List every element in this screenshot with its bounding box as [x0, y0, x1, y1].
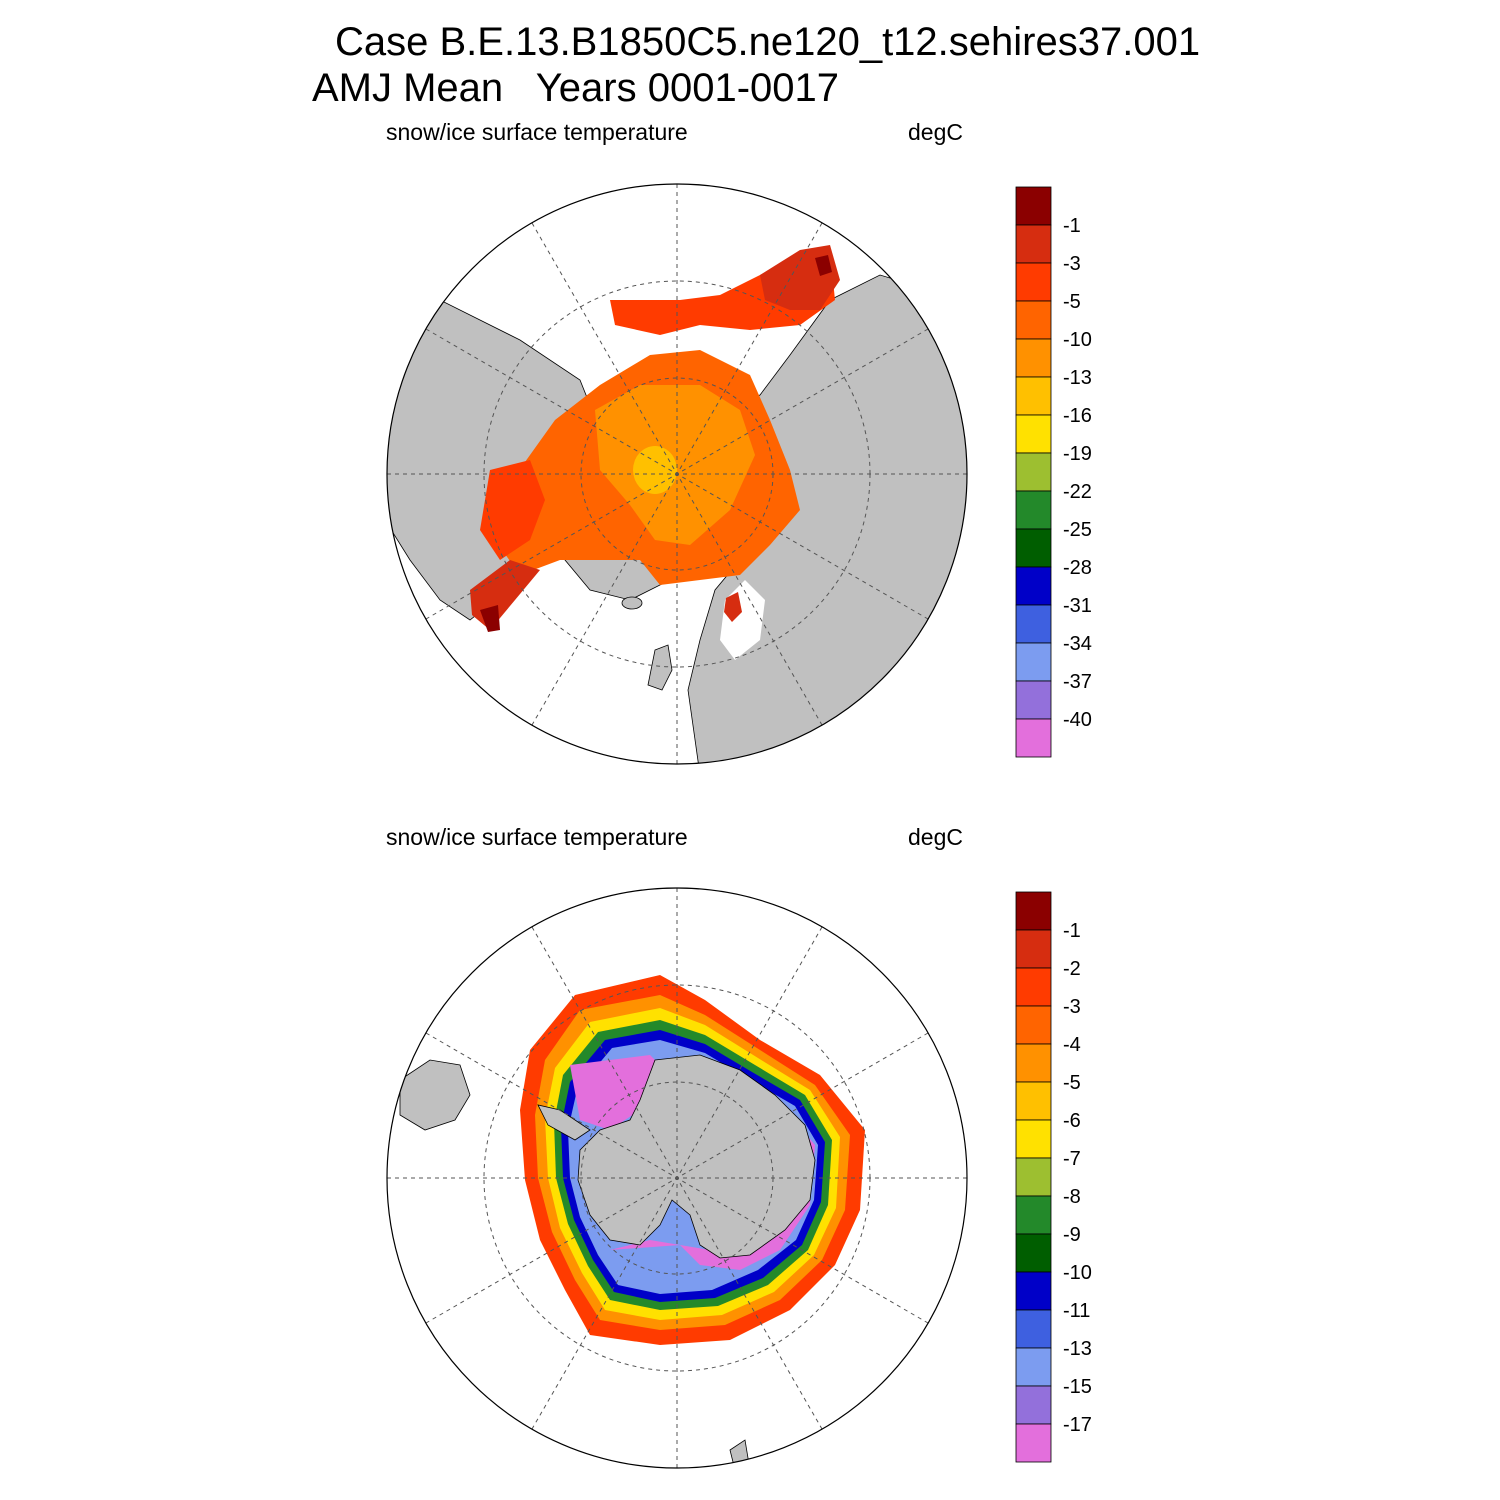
- nh-colorbar-box-3: [1015, 300, 1052, 340]
- sh-colorbar-tick-label-5: -6: [1063, 1110, 1081, 1132]
- nh-colorbar-box-10: [1015, 566, 1052, 606]
- sh-land-antarctic-peninsula: [537, 1104, 591, 1141]
- sh-colorbar-tick-label-10: -11: [1063, 1300, 1090, 1322]
- sh-colorbar-box-5: [1015, 1081, 1052, 1121]
- sh-colorbar-box-4: [1015, 1043, 1052, 1083]
- nh-colorbar-box-0: [1015, 186, 1052, 226]
- sh-colorbar-tick-label-0: -1: [1063, 920, 1081, 942]
- nh-colorbar-tick-label-7: -22: [1063, 481, 1092, 503]
- nh-map-border: [386, 183, 968, 765]
- nh-ice-warm-okhotsk: [815, 255, 832, 276]
- nh-land-iceland: [621, 596, 643, 610]
- nh-colorbar-tick-label-3: -10: [1063, 329, 1092, 351]
- nh-colorbar-box-9: [1015, 528, 1052, 568]
- nh-meridians: [387, 184, 967, 764]
- nh-colorbar-tick-label-5: -16: [1063, 405, 1092, 427]
- sh-colorbar-tick-label-9: -10: [1063, 1262, 1092, 1284]
- sh-land-south-america: [399, 1059, 471, 1131]
- sh-land-antarctica: [577, 1054, 816, 1259]
- nh-colorbar-box-14: [1015, 718, 1052, 758]
- sh-colorbar-box-10: [1015, 1271, 1052, 1311]
- sh-colorbar-tick-label-8: -9: [1063, 1224, 1081, 1246]
- nh-units-label: degC: [908, 119, 963, 145]
- nh-colorbar-box-2: [1015, 262, 1052, 302]
- sh-meridians: [387, 888, 967, 1468]
- sh-variable-label: snow/ice surface temperature: [386, 824, 688, 850]
- sh-colorbar-box-3: [1015, 1005, 1052, 1045]
- nh-ice-hudson: [480, 460, 545, 560]
- sh-colorbar-tick-label-3: -4: [1063, 1034, 1081, 1056]
- nh-land-british-isles: [647, 644, 673, 691]
- plot-title-line-2: AMJ Mean Years 0001-0017: [312, 66, 840, 110]
- sh-units-label: degC: [908, 824, 963, 850]
- nh-colorbar-box-8: [1015, 490, 1052, 530]
- sh-map-border: [386, 887, 968, 1469]
- sh-colorbar-tick-label-13: -17: [1063, 1414, 1092, 1436]
- sh-colorbar-tick-label-4: -5: [1063, 1072, 1081, 1094]
- nh-colorbar-box-1: [1015, 224, 1052, 264]
- nh-colorbar: -1 -3 -5 -10 -13 -16 -19 -22 -25 -28 -31 -34 -37 -40: [1015, 186, 1092, 758]
- sh-colorbar-tick-label-12: -15: [1063, 1376, 1092, 1398]
- nh-colorbar-tick-label-9: -28: [1063, 557, 1092, 579]
- nh-ice-baltic: [724, 592, 742, 622]
- sh-colorbar-box-9: [1015, 1233, 1052, 1273]
- sh-colorbar-tick-label-7: -8: [1063, 1186, 1081, 1208]
- nh-colorbar-tick-label-1: -3: [1063, 253, 1081, 275]
- nh-colorbar-box-12: [1015, 642, 1052, 682]
- nh-ice-coldest: [633, 446, 677, 494]
- nh-colorbar-tick-label-13: -40: [1063, 709, 1092, 731]
- plot-title-line-1: Case B.E.13.B1850C5.ne120_t12.sehires37.…: [335, 20, 1201, 64]
- nh-colorbar-tick-label-12: -37: [1063, 671, 1092, 693]
- sh-colorbar-box-8: [1015, 1195, 1052, 1235]
- nh-colorbar-tick-label-11: -34: [1063, 633, 1092, 655]
- sh-colorbar-box-0: [1015, 891, 1052, 931]
- sh-colorbar-box-2: [1015, 967, 1052, 1007]
- sh-colorbar-tick-label-1: -2: [1063, 958, 1081, 980]
- sh-colorbar-box-11: [1015, 1309, 1052, 1349]
- nh-colorbar-tick-label-4: -13: [1063, 367, 1092, 389]
- nh-variable-label: snow/ice surface temperature: [386, 119, 688, 145]
- sh-colorbar-box-1: [1015, 929, 1052, 969]
- nh-polar-map: [386, 183, 968, 765]
- nh-colorbar-box-5: [1015, 376, 1052, 416]
- sh-polar-map: [386, 887, 968, 1469]
- nh-colorbar-tick-label-6: -19: [1063, 443, 1092, 465]
- sh-colorbar-box-13: [1015, 1385, 1052, 1425]
- sh-ice-cold-weddell: [570, 1055, 670, 1130]
- nh-colorbar-tick-label-8: -25: [1063, 519, 1092, 541]
- nh-ice-warm-labrador: [480, 605, 500, 632]
- nh-colorbar-tick-label-2: -5: [1063, 291, 1081, 313]
- sh-colorbar-box-7: [1015, 1157, 1052, 1197]
- sh-colorbar-tick-label-11: -13: [1063, 1338, 1092, 1360]
- nh-colorbar-tick-label-10: -31: [1063, 595, 1092, 617]
- sh-colorbar-tick-label-6: -7: [1063, 1148, 1081, 1170]
- nh-colorbar-box-13: [1015, 680, 1052, 720]
- nh-colorbar-box-11: [1015, 604, 1052, 644]
- nh-colorbar-tick-label-0: -1: [1063, 215, 1081, 237]
- sh-colorbar: -1 -2 -3 -4 -5 -6 -7 -8 -9 -10 -11 -13 -15 -17: [1015, 891, 1092, 1463]
- sh-colorbar-box-14: [1015, 1423, 1052, 1463]
- sh-colorbar-tick-label-2: -3: [1063, 996, 1081, 1018]
- sh-colorbar-box-6: [1015, 1119, 1052, 1159]
- nh-colorbar-box-6: [1015, 414, 1052, 454]
- nh-colorbar-box-7: [1015, 452, 1052, 492]
- nh-colorbar-box-4: [1015, 338, 1052, 378]
- sh-colorbar-box-12: [1015, 1347, 1052, 1387]
